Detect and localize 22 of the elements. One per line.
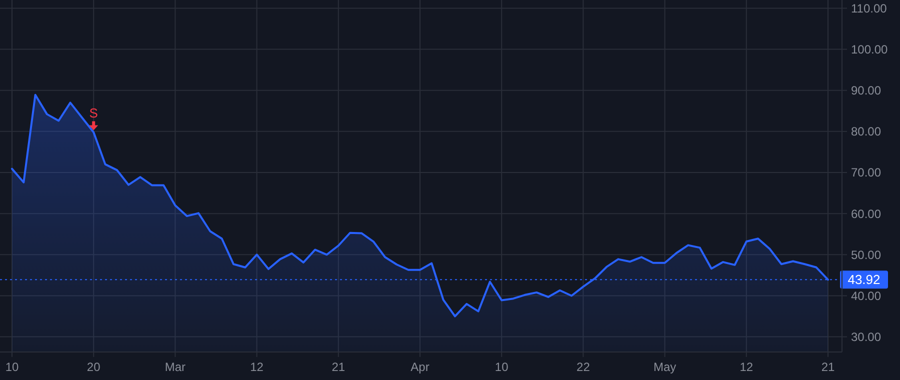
x-tick-label: 10 (494, 360, 509, 374)
y-tick-label: 110.00 (851, 1, 888, 16)
x-tick-label: 21 (821, 360, 835, 374)
x-tick-label: 12 (740, 360, 754, 374)
y-tick-label: 70.00 (851, 166, 882, 180)
x-tick-label: 20 (86, 360, 101, 374)
x-tick-label: 21 (332, 360, 346, 374)
x-tick-label: 10 (5, 360, 19, 374)
y-tick-label: 40.00 (851, 288, 882, 303)
y-tick-label: 80.00 (851, 124, 882, 139)
annotation: S (89, 105, 98, 120)
x-tick-label: 12 (250, 360, 264, 374)
x-tick-label: Mar (164, 360, 186, 374)
x-tick-label: May (653, 360, 676, 374)
y-tick-label: 30.00 (851, 330, 882, 344)
y-tick-label: 60.00 (851, 206, 882, 221)
y-tick-label: 100.00 (851, 42, 888, 56)
y-tick-label: 90.00 (851, 84, 882, 98)
x-tick-label: Apr (410, 360, 430, 374)
y-tick-label: 50.00 (851, 248, 882, 262)
ref-line-label: 43.92 (848, 272, 880, 288)
x-tick-label: 22 (576, 360, 590, 374)
